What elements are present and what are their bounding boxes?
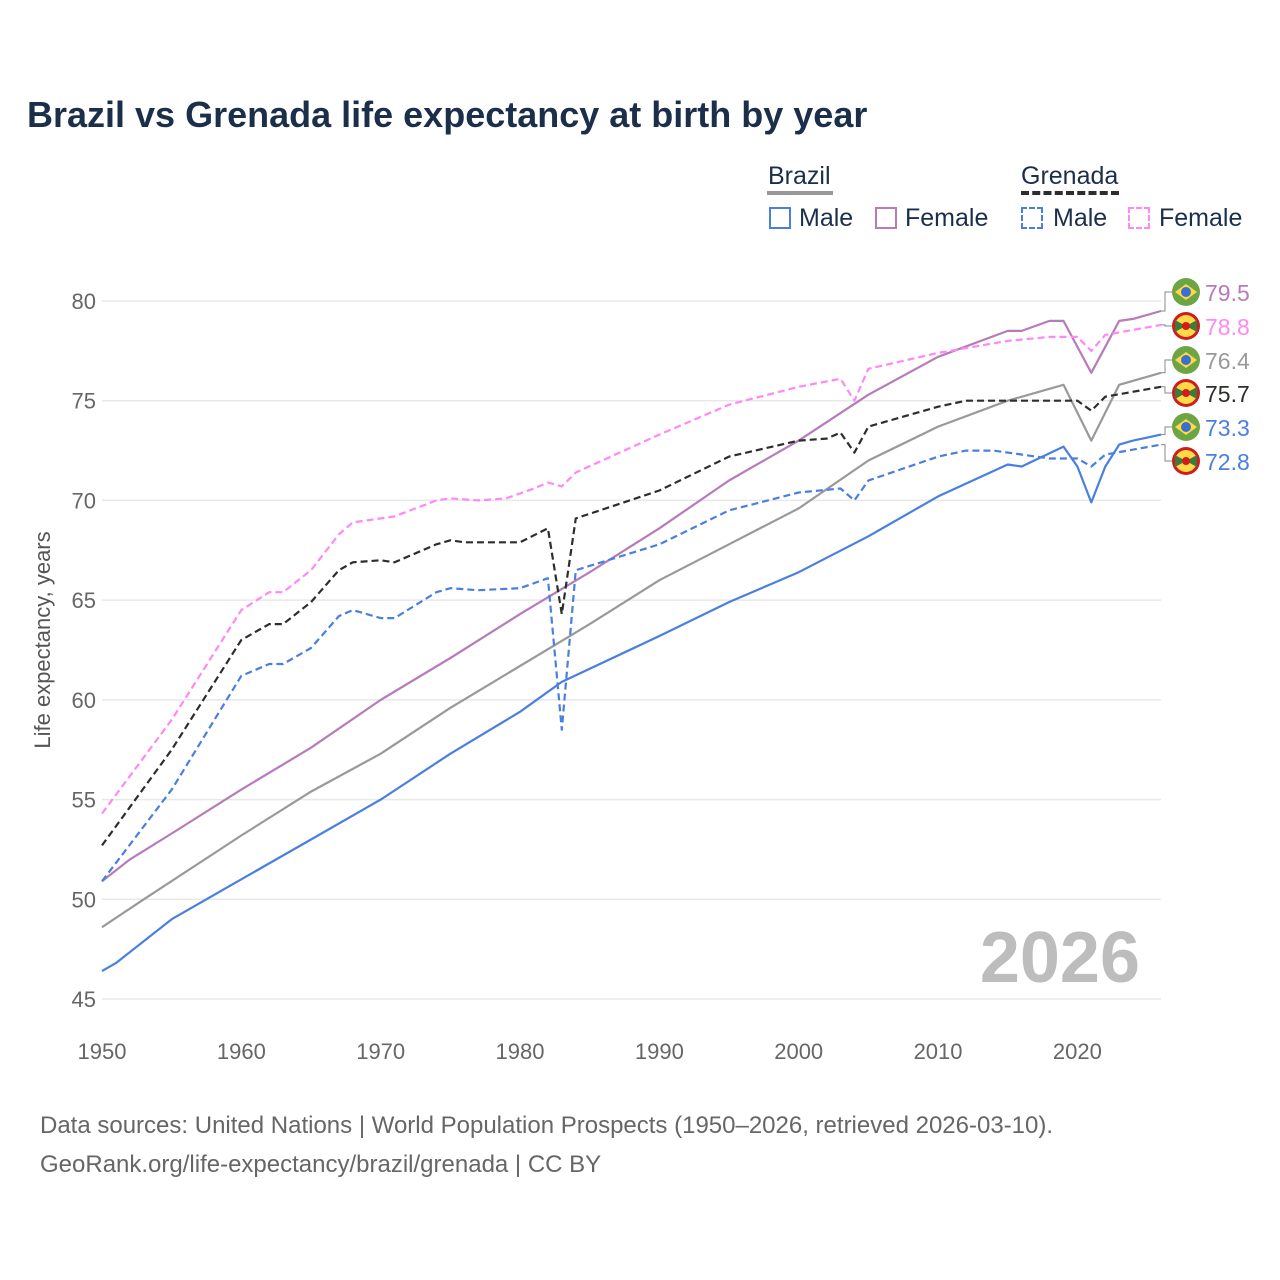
legend-brazil-heading: Brazil [768, 162, 831, 190]
series-line-grenada [101, 385, 1162, 847]
label-connector [1161, 426, 1172, 436]
label-connector [1161, 359, 1172, 374]
legend-grenada-female-label[interactable]: Female [1159, 204, 1243, 232]
source-line-2[interactable]: GeoRank.org/life-expectancy/brazil/grena… [40, 1151, 602, 1178]
flag-globe [1181, 355, 1191, 365]
end-value-label: 76.4 [1205, 348, 1250, 374]
x-tick-label: 2010 [914, 1039, 963, 1064]
grenada-flag-icon [1172, 447, 1200, 475]
x-tick-label: 2020 [1053, 1039, 1102, 1064]
series-line-grenada-female [101, 323, 1162, 815]
flag-center [1182, 322, 1190, 330]
legend-grenada-heading: Grenada [1021, 162, 1119, 190]
chart-title: Brazil vs Grenada life expectancy at bir… [27, 94, 868, 135]
brazil-flag-icon [1172, 278, 1200, 306]
y-tick-label: 75 [72, 389, 96, 414]
brazil-flag-icon [1172, 413, 1200, 441]
legend-brazil-female-swatch[interactable] [875, 207, 897, 229]
label-connector [1161, 324, 1172, 327]
y-tick-label: 50 [72, 887, 96, 912]
series-line-brazil [101, 371, 1162, 929]
legend-grenada-male-swatch[interactable] [1021, 207, 1043, 229]
end-value-label: 72.8 [1205, 449, 1250, 475]
x-tick-label: 2000 [774, 1039, 823, 1064]
end-value-label: 75.7 [1205, 381, 1250, 407]
legend-brazil-male-label[interactable]: Male [799, 204, 854, 232]
y-tick-label: 55 [72, 788, 96, 813]
end-value-label: 79.5 [1205, 280, 1250, 306]
end-value-label: 78.8 [1205, 314, 1250, 340]
x-tick-label: 1970 [356, 1039, 405, 1064]
flag-center [1182, 389, 1190, 397]
y-tick-label: 60 [72, 688, 96, 713]
brazil-flag-icon [1172, 346, 1200, 374]
y-tick-label: 65 [72, 588, 96, 613]
y-axis-label: Life expectancy, years [30, 531, 55, 748]
legend-grenada-male-label[interactable]: Male [1053, 204, 1108, 232]
x-tick-label: 1990 [635, 1039, 684, 1064]
y-tick-label: 70 [72, 488, 96, 513]
grenada-flag-icon [1172, 312, 1200, 340]
label-connector [1161, 291, 1172, 312]
y-tick-label: 80 [72, 289, 96, 314]
legend-brazil-female-label[interactable]: Female [905, 204, 989, 232]
legend-grenada-female-swatch[interactable] [1128, 207, 1150, 229]
legend-brazil-line [767, 191, 833, 195]
watermark-year: 2026 [980, 918, 1140, 998]
legend-brazil-male-swatch[interactable] [769, 207, 791, 229]
source-line-1: Data sources: United Nations | World Pop… [40, 1112, 1054, 1139]
flag-center [1182, 457, 1190, 465]
series-line-brazil-male [101, 433, 1162, 973]
grenada-flag-icon [1172, 379, 1200, 407]
x-tick-label: 1950 [78, 1039, 127, 1064]
x-tick-label: 1980 [496, 1039, 545, 1064]
legend-grenada-line [1021, 191, 1119, 195]
x-tick-label: 1960 [217, 1039, 266, 1064]
end-value-label: 73.3 [1205, 415, 1250, 441]
flag-globe [1181, 422, 1191, 432]
label-connector [1161, 444, 1172, 462]
series-line-brazil-female [101, 309, 1162, 883]
label-connector [1161, 386, 1172, 394]
series-line-grenada-male [101, 443, 1162, 882]
y-tick-label: 45 [72, 987, 96, 1012]
flag-globe [1181, 287, 1191, 297]
